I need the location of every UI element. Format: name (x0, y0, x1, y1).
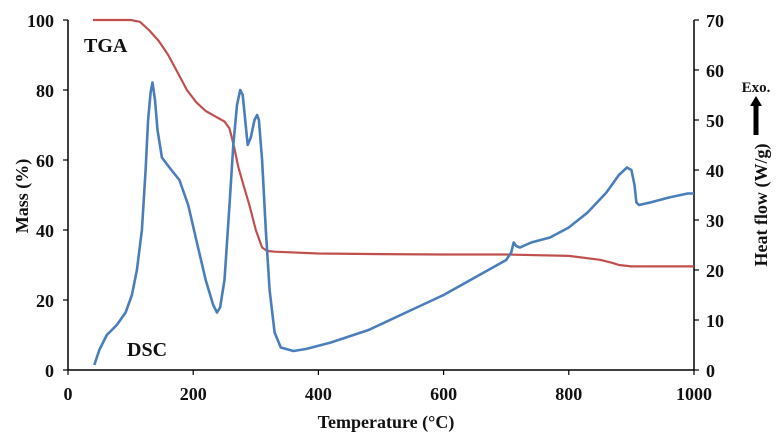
dsc-label: DSC (127, 339, 167, 361)
x-tick-label: 800 (555, 384, 582, 404)
right-y-tick-label: 10 (706, 311, 724, 331)
right-y-tick-label: 0 (706, 361, 715, 381)
right-y-tick-label: 40 (706, 161, 724, 181)
right-y-axis-title: Heat flow (W/g) (751, 144, 772, 267)
right-y-tick-label: 50 (706, 111, 724, 131)
right-y-tick-label: 30 (706, 211, 724, 231)
right-y-tick-label: 60 (706, 61, 724, 81)
right-y-tick-label: 70 (706, 11, 724, 31)
x-tick-label: 1000 (676, 384, 712, 404)
left-y-axis-ticks: 0 20 40 60 80 100 (27, 11, 68, 381)
left-y-tick-label: 60 (36, 151, 54, 171)
x-axis-title: Temperature (°C) (318, 412, 455, 432)
x-tick-label: 200 (180, 384, 207, 404)
right-y-axis-ticks: 0 10 20 30 40 50 60 70 (694, 11, 724, 381)
tga-label: TGA (84, 35, 128, 57)
exo-label: Exo. (742, 80, 771, 96)
exo-arrow-icon (750, 96, 762, 135)
left-y-tick-label: 40 (36, 221, 54, 241)
tga-series-line (93, 18, 694, 268)
left-y-tick-label: 100 (27, 11, 54, 31)
left-y-tick-label: 0 (45, 361, 54, 381)
x-tick-label: 400 (305, 384, 332, 404)
left-y-tick-label: 80 (36, 81, 54, 101)
x-tick-label: 0 (64, 384, 73, 404)
left-y-tick-label: 20 (36, 291, 54, 311)
dsc-series-line (93, 81, 694, 366)
x-tick-label: 600 (430, 384, 457, 404)
right-y-tick-label: 20 (706, 261, 724, 281)
left-y-axis-title: Mass (%) (12, 159, 33, 234)
x-axis-ticks: 0 200 400 600 800 1000 (64, 370, 712, 404)
